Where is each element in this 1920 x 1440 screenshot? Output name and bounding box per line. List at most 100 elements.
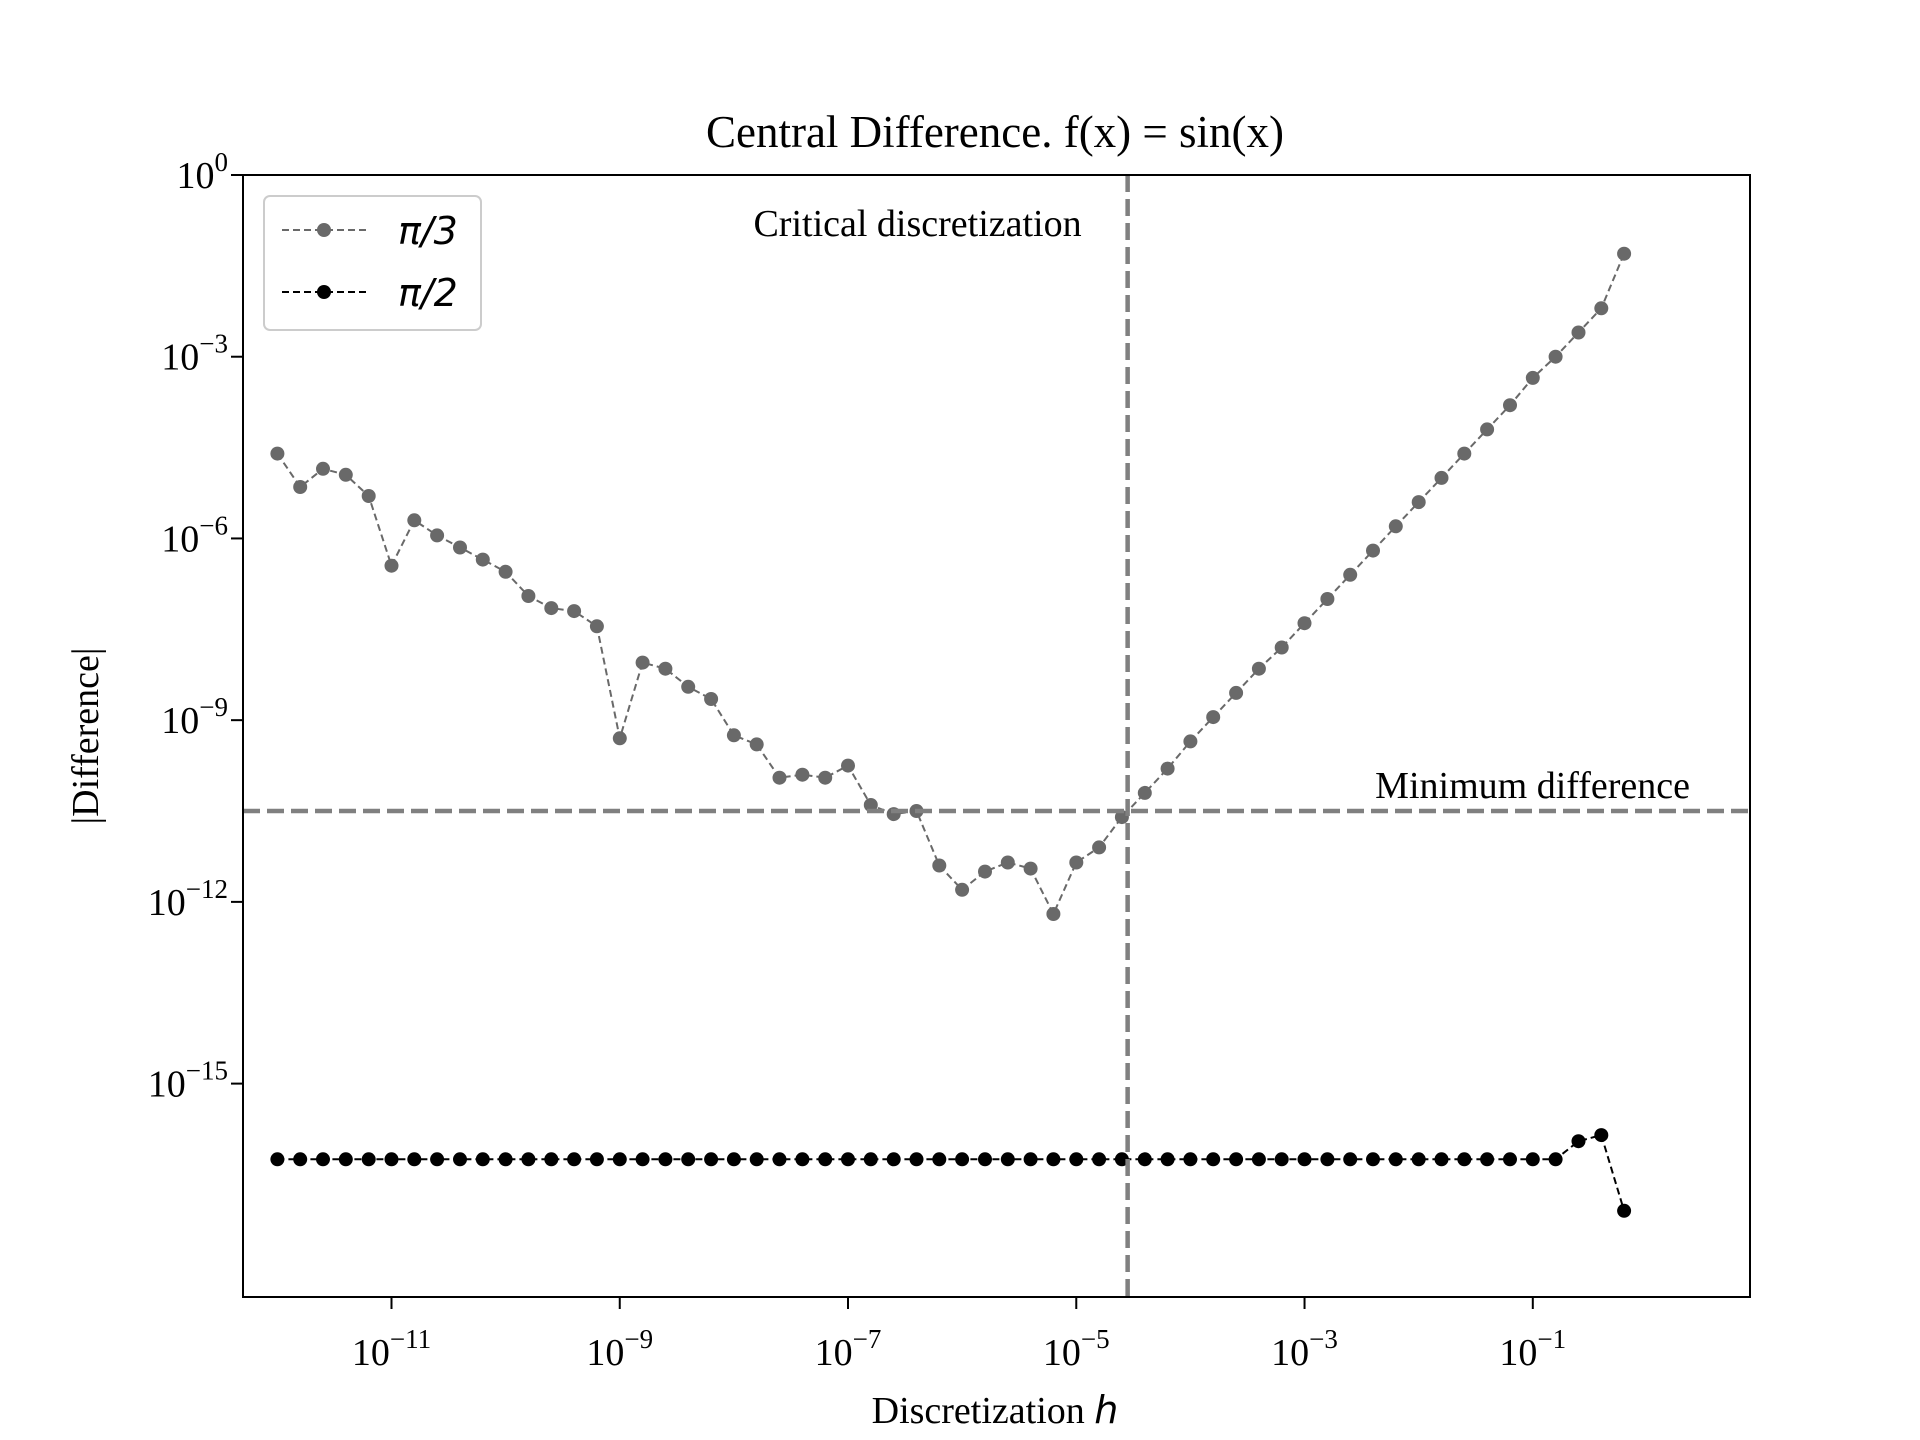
minimum-difference-label: Minimum difference: [1375, 765, 1690, 807]
series-2-point: [1434, 1152, 1449, 1167]
series-2-point: [453, 1152, 467, 1167]
series-2-point: [1594, 1128, 1609, 1143]
series-1-point: [1434, 470, 1449, 485]
x-tick-label: 10−11: [352, 1324, 431, 1374]
series-1-point: [795, 767, 810, 782]
series-2-point: [1366, 1152, 1380, 1167]
series-1-point: [1594, 301, 1609, 316]
series-2-point: [270, 1152, 285, 1167]
series-1-point: [430, 528, 445, 543]
series-2-point: [316, 1152, 330, 1167]
series-2-point: [841, 1152, 855, 1167]
x-tick-label: 10−3: [1271, 1324, 1338, 1374]
legend: π/3 π/2: [263, 195, 482, 331]
series-2-point: [612, 1152, 627, 1167]
series-2-point: [384, 1152, 399, 1167]
series-1-point: [841, 758, 855, 773]
series-2-point: [544, 1152, 559, 1167]
series-1-point: [726, 728, 741, 743]
series-1-point: [1000, 855, 1015, 870]
series-2-point: [1046, 1152, 1061, 1167]
series-2-point: [658, 1152, 673, 1167]
series-2-point: [1525, 1152, 1540, 1167]
series-1-point: [863, 798, 878, 812]
series-1-point: [589, 619, 604, 634]
series-2-point: [772, 1152, 787, 1167]
y-tick-label: 10−12: [148, 874, 228, 924]
series-2-point: [818, 1152, 833, 1167]
series-1-point: [749, 737, 764, 752]
series-1: [270, 246, 1632, 921]
series-2-point: [521, 1152, 536, 1167]
series-1-point: [316, 461, 330, 476]
y-tick-label: 10−9: [161, 692, 228, 742]
series-1-point: [1092, 840, 1107, 855]
series-1-point: [1525, 370, 1540, 385]
series-2-point: [1297, 1152, 1312, 1167]
series-2-point: [1411, 1152, 1426, 1167]
series-1-point: [361, 489, 376, 503]
series-2-point: [1617, 1203, 1632, 1218]
series-1-point: [498, 564, 513, 579]
legend-entry-pi-2: π/2: [282, 271, 458, 315]
series-1-point: [453, 540, 467, 555]
series-2-point: [795, 1152, 810, 1167]
y-tick-label: 10−3: [161, 329, 228, 379]
series-2-point: [704, 1152, 719, 1167]
series-2-point: [338, 1152, 353, 1167]
series-1-point: [270, 446, 285, 461]
series-1-point: [955, 882, 970, 897]
series-2-point: [1000, 1152, 1015, 1167]
series-1-point: [772, 770, 787, 785]
series-1-point: [1366, 543, 1380, 558]
series-2-point: [1229, 1152, 1244, 1167]
series-2-point: [475, 1152, 490, 1167]
series-1-point: [704, 692, 719, 706]
series-2-point: [1274, 1152, 1289, 1167]
series-1-point: [658, 661, 673, 676]
series-1-point: [1251, 661, 1266, 676]
x-axis: 10−11 10−9 10−7 10−5 10−3 10−1: [352, 1297, 1566, 1374]
series-2-point: [909, 1152, 924, 1167]
series-1-point: [818, 770, 833, 785]
series-2-point: [407, 1152, 422, 1167]
series-1-point: [1274, 640, 1289, 655]
series-2-point: [726, 1152, 741, 1167]
series-1-point: [384, 558, 399, 573]
series-1-point: [1297, 616, 1312, 631]
series-2-point: [361, 1152, 376, 1167]
series-1-point: [1320, 592, 1335, 606]
series-1-point: [1206, 710, 1221, 725]
series-1-point: [1183, 734, 1198, 749]
series-1-point: [544, 601, 559, 616]
series-1-point: [1160, 761, 1175, 776]
series-2-point: [635, 1152, 650, 1167]
reference-line-2: Minimum difference: [243, 765, 1750, 814]
series-2-point: [1343, 1152, 1358, 1167]
legend-label-pi-3: π/3: [398, 209, 458, 253]
series-1-point: [1388, 519, 1403, 534]
series-1-point: [1548, 349, 1563, 364]
x-tick-label: 10−1: [1499, 1324, 1566, 1374]
series-2-point: [1320, 1152, 1335, 1167]
series-2-point: [1183, 1152, 1198, 1167]
series-2-point: [1548, 1152, 1563, 1167]
series-2-point: [1092, 1152, 1107, 1167]
series-2-point: [955, 1152, 970, 1167]
y-tick-label: 10−6: [161, 510, 228, 560]
y-axis: 100 10−3 10−6 10−9 10−12 10−15: [148, 147, 243, 1106]
y-tick-label: 10−15: [148, 1056, 228, 1106]
legend-label-pi-2: π/2: [398, 271, 458, 315]
x-axis-label-variable: h: [1094, 1388, 1118, 1432]
legend-entry-pi-3: π/3: [282, 209, 458, 253]
series-1-point: [1571, 325, 1586, 340]
chart-title: Central Difference. f(x) = sin(x): [706, 107, 1284, 157]
x-tick-label: 10−7: [815, 1324, 882, 1374]
series-2-point: [681, 1152, 696, 1167]
series-1-point: [1411, 495, 1426, 510]
series-2-point: [1251, 1152, 1266, 1167]
series-2-point: [1503, 1152, 1517, 1167]
series-1-point: [1457, 446, 1472, 461]
series-2-point: [1160, 1152, 1175, 1167]
series-1-point: [1480, 422, 1495, 437]
